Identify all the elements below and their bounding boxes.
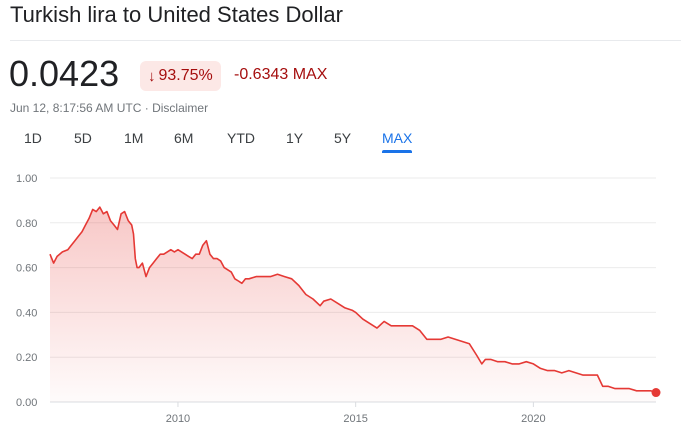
change-percent-value: 93.75% [158,67,213,84]
y-tick-label: 0.60 [16,263,37,275]
range-tab-5d[interactable]: 5D [74,130,92,146]
y-tick-label: 0.00 [16,397,37,409]
range-tab-ytd[interactable]: YTD [227,130,255,146]
x-tick-label: 2015 [343,413,367,425]
x-axis-ticks: 2010 2015 2020 [166,402,546,425]
quote-timestamp: Jun 12, 8:17:56 AM UTC [10,101,142,115]
chart-series-line [49,206,657,394]
y-axis-ticks: 1.00 0.80 0.60 0.40 0.20 0.00 [16,173,37,409]
y-tick-label: 0.20 [16,352,37,364]
y-tick-label: 0.80 [16,218,37,230]
page-title: Turkish lira to United States Dollar [10,2,343,27]
current-value-dot [651,388,661,398]
current-price: 0.0423 [9,53,120,94]
arrow-down-icon: ↓ [148,67,156,85]
disclaimer-link[interactable]: Disclaimer [152,101,209,115]
range-tab-max[interactable]: MAX [382,130,412,153]
x-tick-label: 2020 [521,413,545,425]
change-percent-badge: ↓ 93.75% [140,61,221,91]
y-tick-label: 1.00 [16,173,37,185]
meta-separator: · [144,101,149,115]
quote-meta: Jun 12, 8:17:56 AM UTC · Disclaimer [10,101,208,115]
range-tab-1m[interactable]: 1M [124,130,144,146]
x-tick-label: 2010 [166,413,190,425]
range-tab-5y[interactable]: 5Y [334,130,352,146]
y-tick-label: 0.40 [16,307,37,319]
range-tabs: 1D 5D 1M 6M YTD 1Y 5Y MAX [0,126,681,156]
change-absolute: -0.6343 MAX [234,66,328,83]
chart-area-fill [50,207,656,402]
range-tab-6m[interactable]: 6M [174,130,194,146]
exchange-rate-chart[interactable]: 1.00 0.80 0.60 0.40 0.20 0.00 2010 2015 2020 [0,160,681,438]
title-divider [10,40,681,41]
range-tab-1y[interactable]: 1Y [286,130,304,146]
range-tab-1d[interactable]: 1D [24,130,42,146]
